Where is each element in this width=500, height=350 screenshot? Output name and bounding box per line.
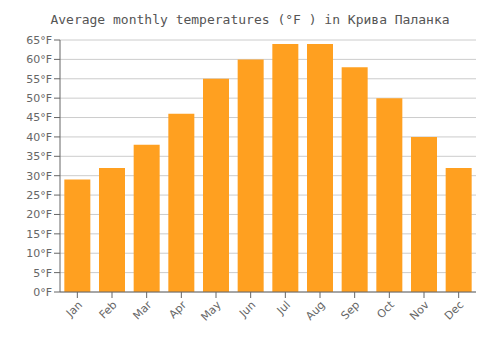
svg-text:60°F: 60°F: [26, 53, 52, 66]
svg-text:Feb: Feb: [97, 298, 120, 321]
svg-text:65°F: 65°F: [26, 34, 52, 47]
svg-text:55°F: 55°F: [26, 73, 52, 86]
svg-text:Dec: Dec: [442, 298, 466, 322]
svg-text:40°F: 40°F: [26, 131, 52, 144]
svg-text:Aug: Aug: [303, 298, 327, 322]
svg-text:Oct: Oct: [374, 298, 397, 321]
svg-text:0°F: 0°F: [33, 286, 52, 299]
svg-text:May: May: [198, 298, 224, 324]
svg-text:Apr: Apr: [166, 298, 189, 321]
svg-text:Jun: Jun: [236, 298, 258, 320]
svg-text:Jan: Jan: [63, 298, 85, 320]
svg-text:Sep: Sep: [338, 298, 362, 322]
svg-text:5°F: 5°F: [33, 267, 52, 280]
svg-text:25°F: 25°F: [26, 189, 52, 202]
svg-text:Nov: Nov: [407, 298, 432, 323]
svg-text:Mar: Mar: [130, 298, 154, 322]
svg-text:45°F: 45°F: [26, 111, 52, 124]
svg-text:35°F: 35°F: [26, 150, 52, 163]
html-text:Average monthly temperatures (: Average monthly temperatures (°F ) in Кр…: [50, 12, 450, 27]
svg-text:30°F: 30°F: [26, 170, 52, 183]
svg-text:15°F: 15°F: [26, 228, 52, 241]
svg-text:50°F: 50°F: [26, 92, 52, 105]
svg-text:Jul: Jul: [274, 298, 293, 317]
svg-text:10°F: 10°F: [26, 247, 52, 260]
svg-text:20°F: 20°F: [26, 208, 52, 221]
